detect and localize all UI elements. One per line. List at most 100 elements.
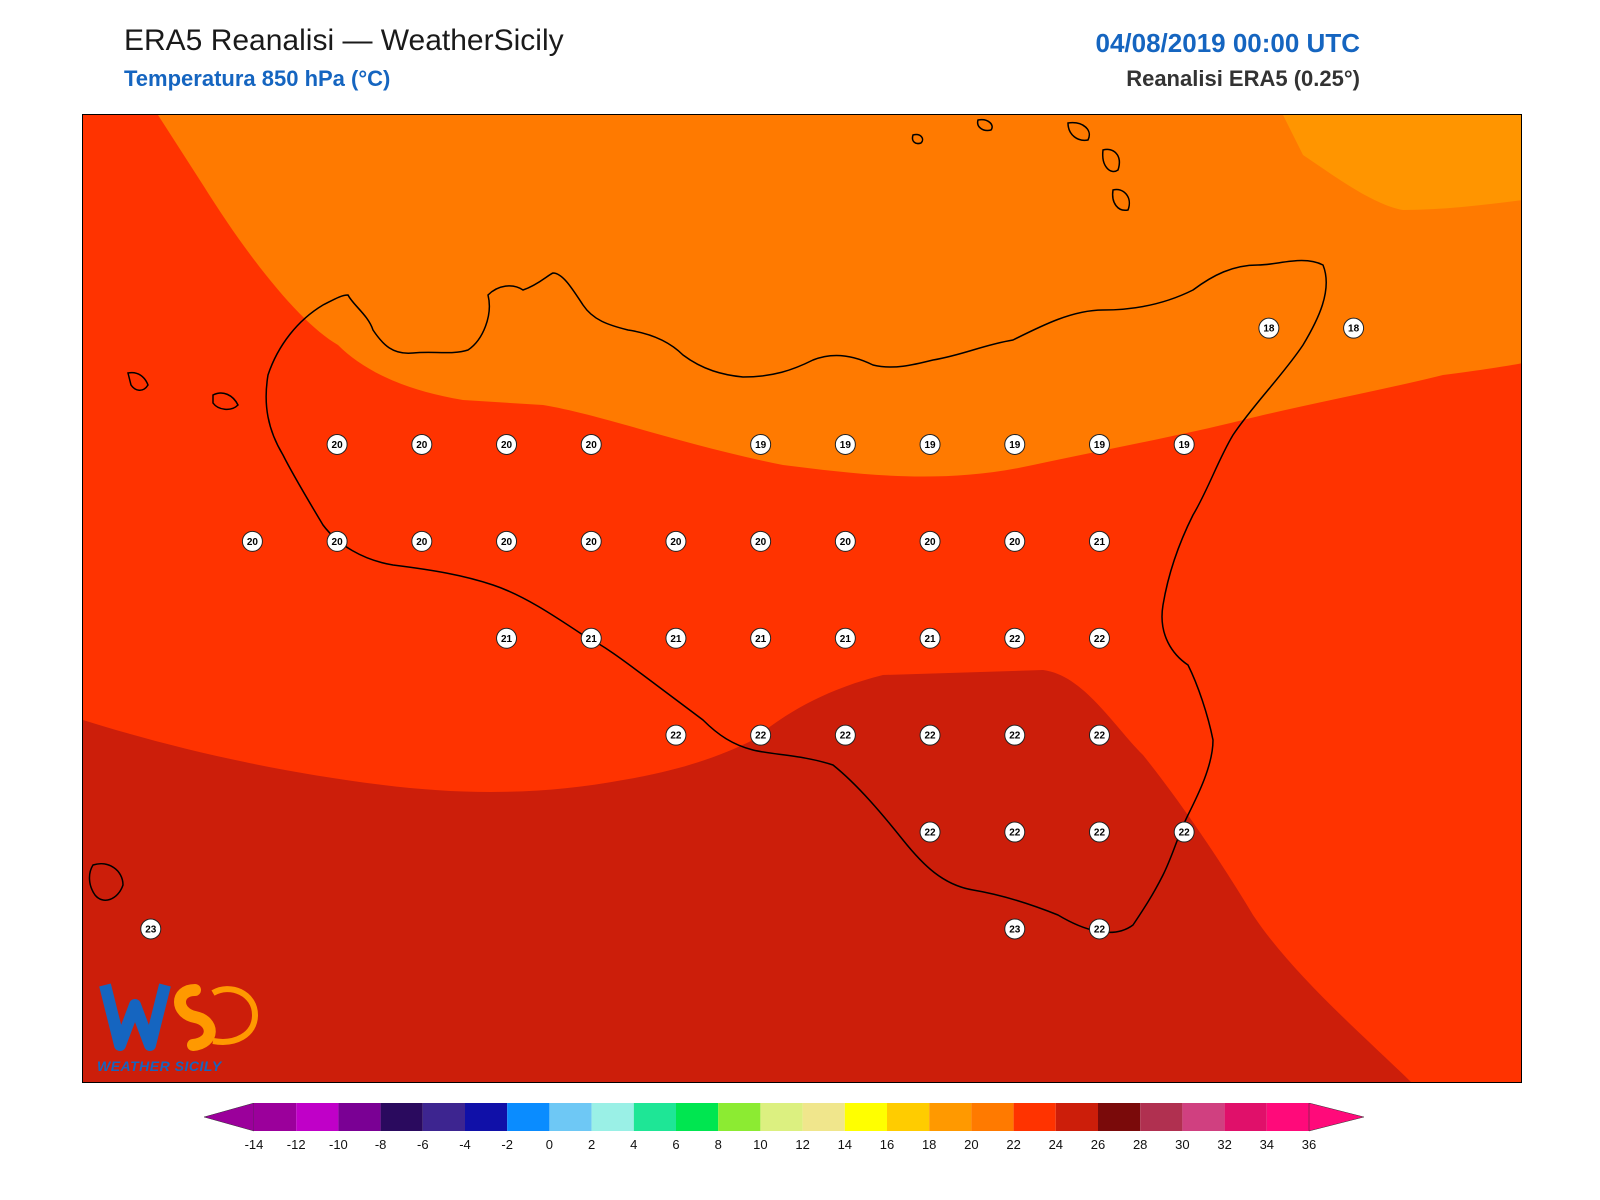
station-value: 21 xyxy=(670,634,682,645)
station-value: 22 xyxy=(1094,828,1106,839)
station-value: 20 xyxy=(1009,537,1021,548)
station-marker: 22 xyxy=(1088,627,1110,649)
station-value: 18 xyxy=(1263,324,1275,335)
station-marker: 21 xyxy=(665,627,687,649)
colorbar-tick-label: -12 xyxy=(287,1137,306,1152)
colorbar-swatch xyxy=(1182,1103,1225,1131)
station-marker: 23 xyxy=(140,918,162,940)
station-value: 22 xyxy=(1094,634,1106,645)
colorbar-tick-label: -4 xyxy=(459,1137,471,1152)
station-marker: 20 xyxy=(580,530,602,552)
colorbar-swatch xyxy=(676,1103,719,1131)
station-marker: 21 xyxy=(496,627,518,649)
station-value: 21 xyxy=(1094,537,1106,548)
colorbar-swatch xyxy=(549,1103,592,1131)
station-circle xyxy=(580,627,602,649)
colorbar-tick-label: 0 xyxy=(546,1137,553,1152)
station-circle xyxy=(496,530,518,552)
station-value: 20 xyxy=(416,440,428,451)
station-circle xyxy=(665,724,687,746)
station-circle xyxy=(1088,821,1110,843)
station-marker: 18 xyxy=(1343,317,1365,339)
colorbar-tick-label: -14 xyxy=(245,1137,264,1152)
colorbar-tick-label: 14 xyxy=(838,1137,852,1152)
station-value: 22 xyxy=(1179,828,1191,839)
colorbar-tick-labels: -14 -12 -10 -8 -6 -4 -2 0 2 4 6 8 10 12 14 16 18 20 22 24 26… xyxy=(245,1137,1317,1152)
station-value: 19 xyxy=(840,440,852,451)
band-22-24 xyxy=(83,670,1411,1082)
station-marker: 22 xyxy=(919,724,941,746)
colorbar-tick-label: 32 xyxy=(1217,1137,1231,1152)
temperature-map: 18 18 20 20 20 20 19 19 19 19 19 19 20 20 20 20 20 20 20 20… xyxy=(83,115,1521,1082)
station-value: 22 xyxy=(1009,731,1021,742)
station-value: 21 xyxy=(840,634,852,645)
colorbar-tick-label: 10 xyxy=(753,1137,767,1152)
station-value: 19 xyxy=(1179,440,1191,451)
station-value: 20 xyxy=(670,537,682,548)
station-value: 20 xyxy=(416,537,428,548)
colorbar-swatch xyxy=(887,1103,930,1131)
colorbar-swatch xyxy=(929,1103,972,1131)
colorbar-swatch xyxy=(760,1103,803,1131)
station-value: 22 xyxy=(755,731,767,742)
colorbar-tick-label: 6 xyxy=(672,1137,679,1152)
station-circle xyxy=(750,627,772,649)
station-circle xyxy=(1004,627,1026,649)
station-circle xyxy=(1004,530,1026,552)
station-marker: 22 xyxy=(1088,918,1110,940)
station-value: 23 xyxy=(1009,924,1021,935)
colorbar-swatch xyxy=(802,1103,845,1131)
station-marker: 20 xyxy=(834,530,856,552)
colorbar-tick-label: 28 xyxy=(1133,1137,1147,1152)
colorbar-swatch xyxy=(338,1103,381,1131)
station-circle xyxy=(326,530,348,552)
station-circle xyxy=(496,627,518,649)
colorbar-swatch xyxy=(1013,1103,1056,1131)
station-value: 22 xyxy=(1094,924,1106,935)
station-value: 18 xyxy=(1348,324,1360,335)
colorbar-swatch xyxy=(507,1103,550,1131)
station-value: 21 xyxy=(924,634,936,645)
station-circle xyxy=(834,530,856,552)
colorbar-swatch xyxy=(1055,1103,1098,1131)
station-value: 21 xyxy=(755,634,767,645)
station-value: 21 xyxy=(501,634,513,645)
station-value: 20 xyxy=(501,537,513,548)
weathersicily-logo xyxy=(99,983,259,1051)
station-marker: 20 xyxy=(411,433,433,455)
colorbar-swatch xyxy=(971,1103,1014,1131)
station-value: 21 xyxy=(586,634,598,645)
station-value: 20 xyxy=(501,440,513,451)
station-value: 22 xyxy=(924,731,936,742)
station-circle xyxy=(1004,821,1026,843)
station-circle xyxy=(919,530,941,552)
station-marker: 20 xyxy=(241,530,263,552)
colorbar-tick-label: 36 xyxy=(1302,1137,1316,1152)
colorbar-swatch xyxy=(422,1103,465,1131)
colorbar-tick-label: 30 xyxy=(1175,1137,1189,1152)
station-value: 20 xyxy=(755,537,767,548)
station-value: 20 xyxy=(924,537,936,548)
station-circle xyxy=(1088,724,1110,746)
station-circle xyxy=(411,530,433,552)
station-marker: 22 xyxy=(665,724,687,746)
sicily-coastline xyxy=(88,118,1327,934)
colorbar-swatch xyxy=(591,1103,634,1131)
colorbar-swatch xyxy=(1140,1103,1183,1131)
temperature-colorbar: -14 -12 -10 -8 -6 -4 -2 0 2 4 6 8 10 12 14 16 18 20 22 24 26… xyxy=(204,1103,1365,1152)
colorbar-tick-label: -2 xyxy=(501,1137,513,1152)
station-circle xyxy=(834,627,856,649)
map-panel: 18 18 20 20 20 20 19 19 19 19 19 19 20 20 20 20 20 20 20 20… xyxy=(82,114,1522,1083)
station-circle xyxy=(1088,627,1110,649)
station-value: 19 xyxy=(1094,440,1106,451)
station-value: 22 xyxy=(1094,731,1106,742)
colorbar-swatch xyxy=(254,1103,297,1131)
station-marker: 20 xyxy=(411,530,433,552)
station-marker: 20 xyxy=(496,433,518,455)
station-circle xyxy=(1088,433,1110,455)
colorbar-min-arrow xyxy=(204,1103,255,1132)
map-subtitle: Temperatura 850 hPa (°C) xyxy=(124,66,391,91)
station-circle xyxy=(665,627,687,649)
station-circle xyxy=(1088,918,1110,940)
station-marker: 22 xyxy=(919,821,941,843)
